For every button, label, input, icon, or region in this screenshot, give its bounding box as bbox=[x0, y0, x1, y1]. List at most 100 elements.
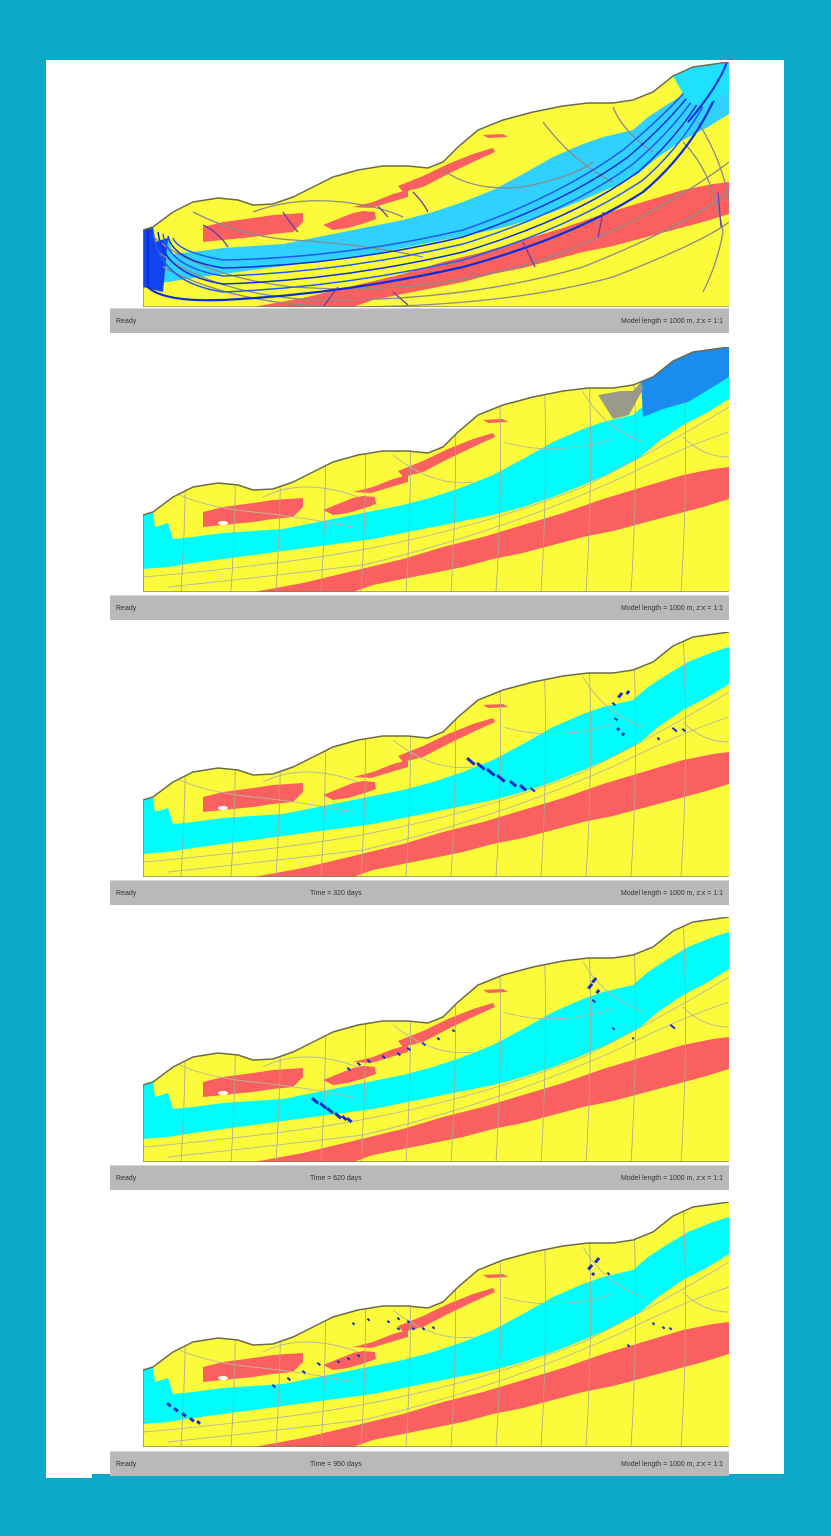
model-view-3[interactable] bbox=[143, 632, 729, 877]
clay-lens bbox=[398, 148, 495, 192]
status-model-info: Model length = 1000 m, z:x = 1:1 bbox=[621, 1460, 723, 1468]
flow-line bbox=[157, 63, 719, 285]
seepage-mark bbox=[366, 1058, 372, 1064]
seepage-mark bbox=[386, 1320, 391, 1324]
seepage-mark bbox=[311, 1097, 320, 1105]
status-bar-2: Ready Model length = 1000 m, z:x = 1:1 bbox=[110, 595, 729, 620]
seepage-mark bbox=[626, 1344, 631, 1348]
seepage-mark bbox=[681, 728, 687, 733]
aquifer-layer bbox=[143, 932, 729, 1139]
clay-layer bbox=[253, 182, 729, 307]
clay-lens bbox=[483, 419, 508, 423]
slope-model-canvas[interactable] bbox=[143, 347, 729, 592]
status-bar-1: Ready Model length = 1000 m, z:x = 1:1 bbox=[110, 308, 729, 333]
clay-lens bbox=[323, 781, 376, 800]
slope-model-canvas[interactable] bbox=[143, 917, 729, 1162]
clay-lens bbox=[203, 498, 303, 527]
clay-lens bbox=[353, 475, 408, 493]
seepage-mark bbox=[346, 1066, 352, 1072]
clay-layer bbox=[253, 1322, 729, 1447]
flow-line bbox=[146, 62, 729, 302]
ground-surface bbox=[143, 917, 729, 1086]
seepage-mark bbox=[271, 1384, 277, 1389]
seepage-mark bbox=[381, 1055, 387, 1060]
seepage-mark bbox=[594, 1257, 601, 1264]
seepage-mark bbox=[351, 1322, 356, 1326]
failure-block bbox=[598, 382, 643, 419]
ground-surface bbox=[143, 632, 729, 801]
saturated-zone bbox=[641, 347, 729, 417]
clay-lens bbox=[483, 989, 508, 993]
status-ready: Ready bbox=[116, 604, 137, 612]
seepage-mark bbox=[356, 1354, 361, 1358]
clay-lens bbox=[323, 1066, 376, 1085]
clay-lens bbox=[323, 496, 376, 515]
seepage-mark bbox=[529, 787, 536, 793]
seepage-mark bbox=[668, 1327, 673, 1331]
status-model-info: Model length = 1000 m, z:x = 1:1 bbox=[621, 317, 723, 325]
clay-lens bbox=[398, 1003, 495, 1047]
flow-line bbox=[167, 67, 709, 269]
ground-surface bbox=[143, 1202, 729, 1371]
status-ready: Ready bbox=[116, 889, 137, 897]
seepage-mark bbox=[606, 1272, 611, 1276]
clay-lens bbox=[203, 783, 303, 812]
aquifer-layer bbox=[143, 1217, 729, 1424]
seepage-mark bbox=[591, 999, 597, 1004]
clay-lens bbox=[353, 190, 408, 208]
status-bar-3: Ready Time = 320 days Model length = 100… bbox=[110, 880, 729, 905]
seepage-mark bbox=[625, 690, 631, 695]
seepage-mark bbox=[656, 737, 661, 741]
mesh-line bbox=[680, 632, 686, 877]
seepage-mark bbox=[621, 732, 626, 737]
clay-lens bbox=[353, 760, 408, 778]
seepage-mark bbox=[496, 774, 506, 783]
clay-layer bbox=[253, 1037, 729, 1162]
mesh-line bbox=[680, 917, 686, 1162]
seepage-mark bbox=[189, 1417, 195, 1423]
seepage-mark bbox=[669, 1023, 676, 1030]
clay-lens bbox=[203, 1068, 303, 1097]
seepage-mark bbox=[346, 1117, 353, 1124]
clay-lens bbox=[398, 718, 495, 762]
seepage-mark bbox=[476, 762, 486, 771]
status-time: Time = 620 days bbox=[310, 1174, 362, 1182]
seepage-mark bbox=[406, 1320, 411, 1324]
seepage-mark bbox=[466, 757, 476, 766]
seepage-mark bbox=[334, 1112, 343, 1120]
seepage-mark bbox=[166, 1402, 172, 1408]
status-model-info: Model length = 1000 m, z:x = 1:1 bbox=[621, 889, 723, 897]
seepage-mark bbox=[396, 1327, 401, 1331]
clay-lens bbox=[323, 211, 376, 230]
model-view-4[interactable] bbox=[143, 917, 729, 1162]
seepage-mark bbox=[617, 692, 624, 699]
slope-model-canvas[interactable] bbox=[143, 1202, 729, 1447]
seepage-mark bbox=[451, 1029, 456, 1033]
clay-lens bbox=[398, 433, 495, 477]
seepage-mark bbox=[346, 1357, 351, 1361]
clay-lens bbox=[353, 1330, 408, 1348]
clay-layer bbox=[253, 752, 729, 877]
model-view-5[interactable] bbox=[143, 1202, 729, 1447]
slope-model-canvas[interactable] bbox=[143, 632, 729, 877]
seepage-mark bbox=[173, 1407, 179, 1413]
seepage-mark bbox=[421, 1327, 426, 1331]
ground-surface bbox=[143, 347, 729, 516]
clay-lens bbox=[203, 213, 303, 242]
model-view-1[interactable] bbox=[143, 62, 729, 307]
seepage-mark bbox=[613, 717, 619, 722]
seepage-mark bbox=[611, 702, 617, 707]
clay-layer bbox=[253, 467, 729, 592]
seepage-mark bbox=[519, 784, 528, 792]
status-time: Time = 950 days bbox=[310, 1460, 362, 1468]
seepage-mark bbox=[356, 1062, 362, 1067]
aquifer-layer bbox=[143, 647, 729, 854]
status-ready: Ready bbox=[116, 1460, 137, 1468]
slope-model-canvas[interactable] bbox=[143, 62, 729, 307]
seepage-mark bbox=[591, 977, 598, 984]
seepage-mark bbox=[396, 1052, 402, 1057]
seepage-mark bbox=[341, 1115, 348, 1122]
model-view-2[interactable] bbox=[143, 347, 729, 592]
flow-line bbox=[172, 69, 704, 261]
seepage-mark bbox=[631, 1037, 635, 1040]
